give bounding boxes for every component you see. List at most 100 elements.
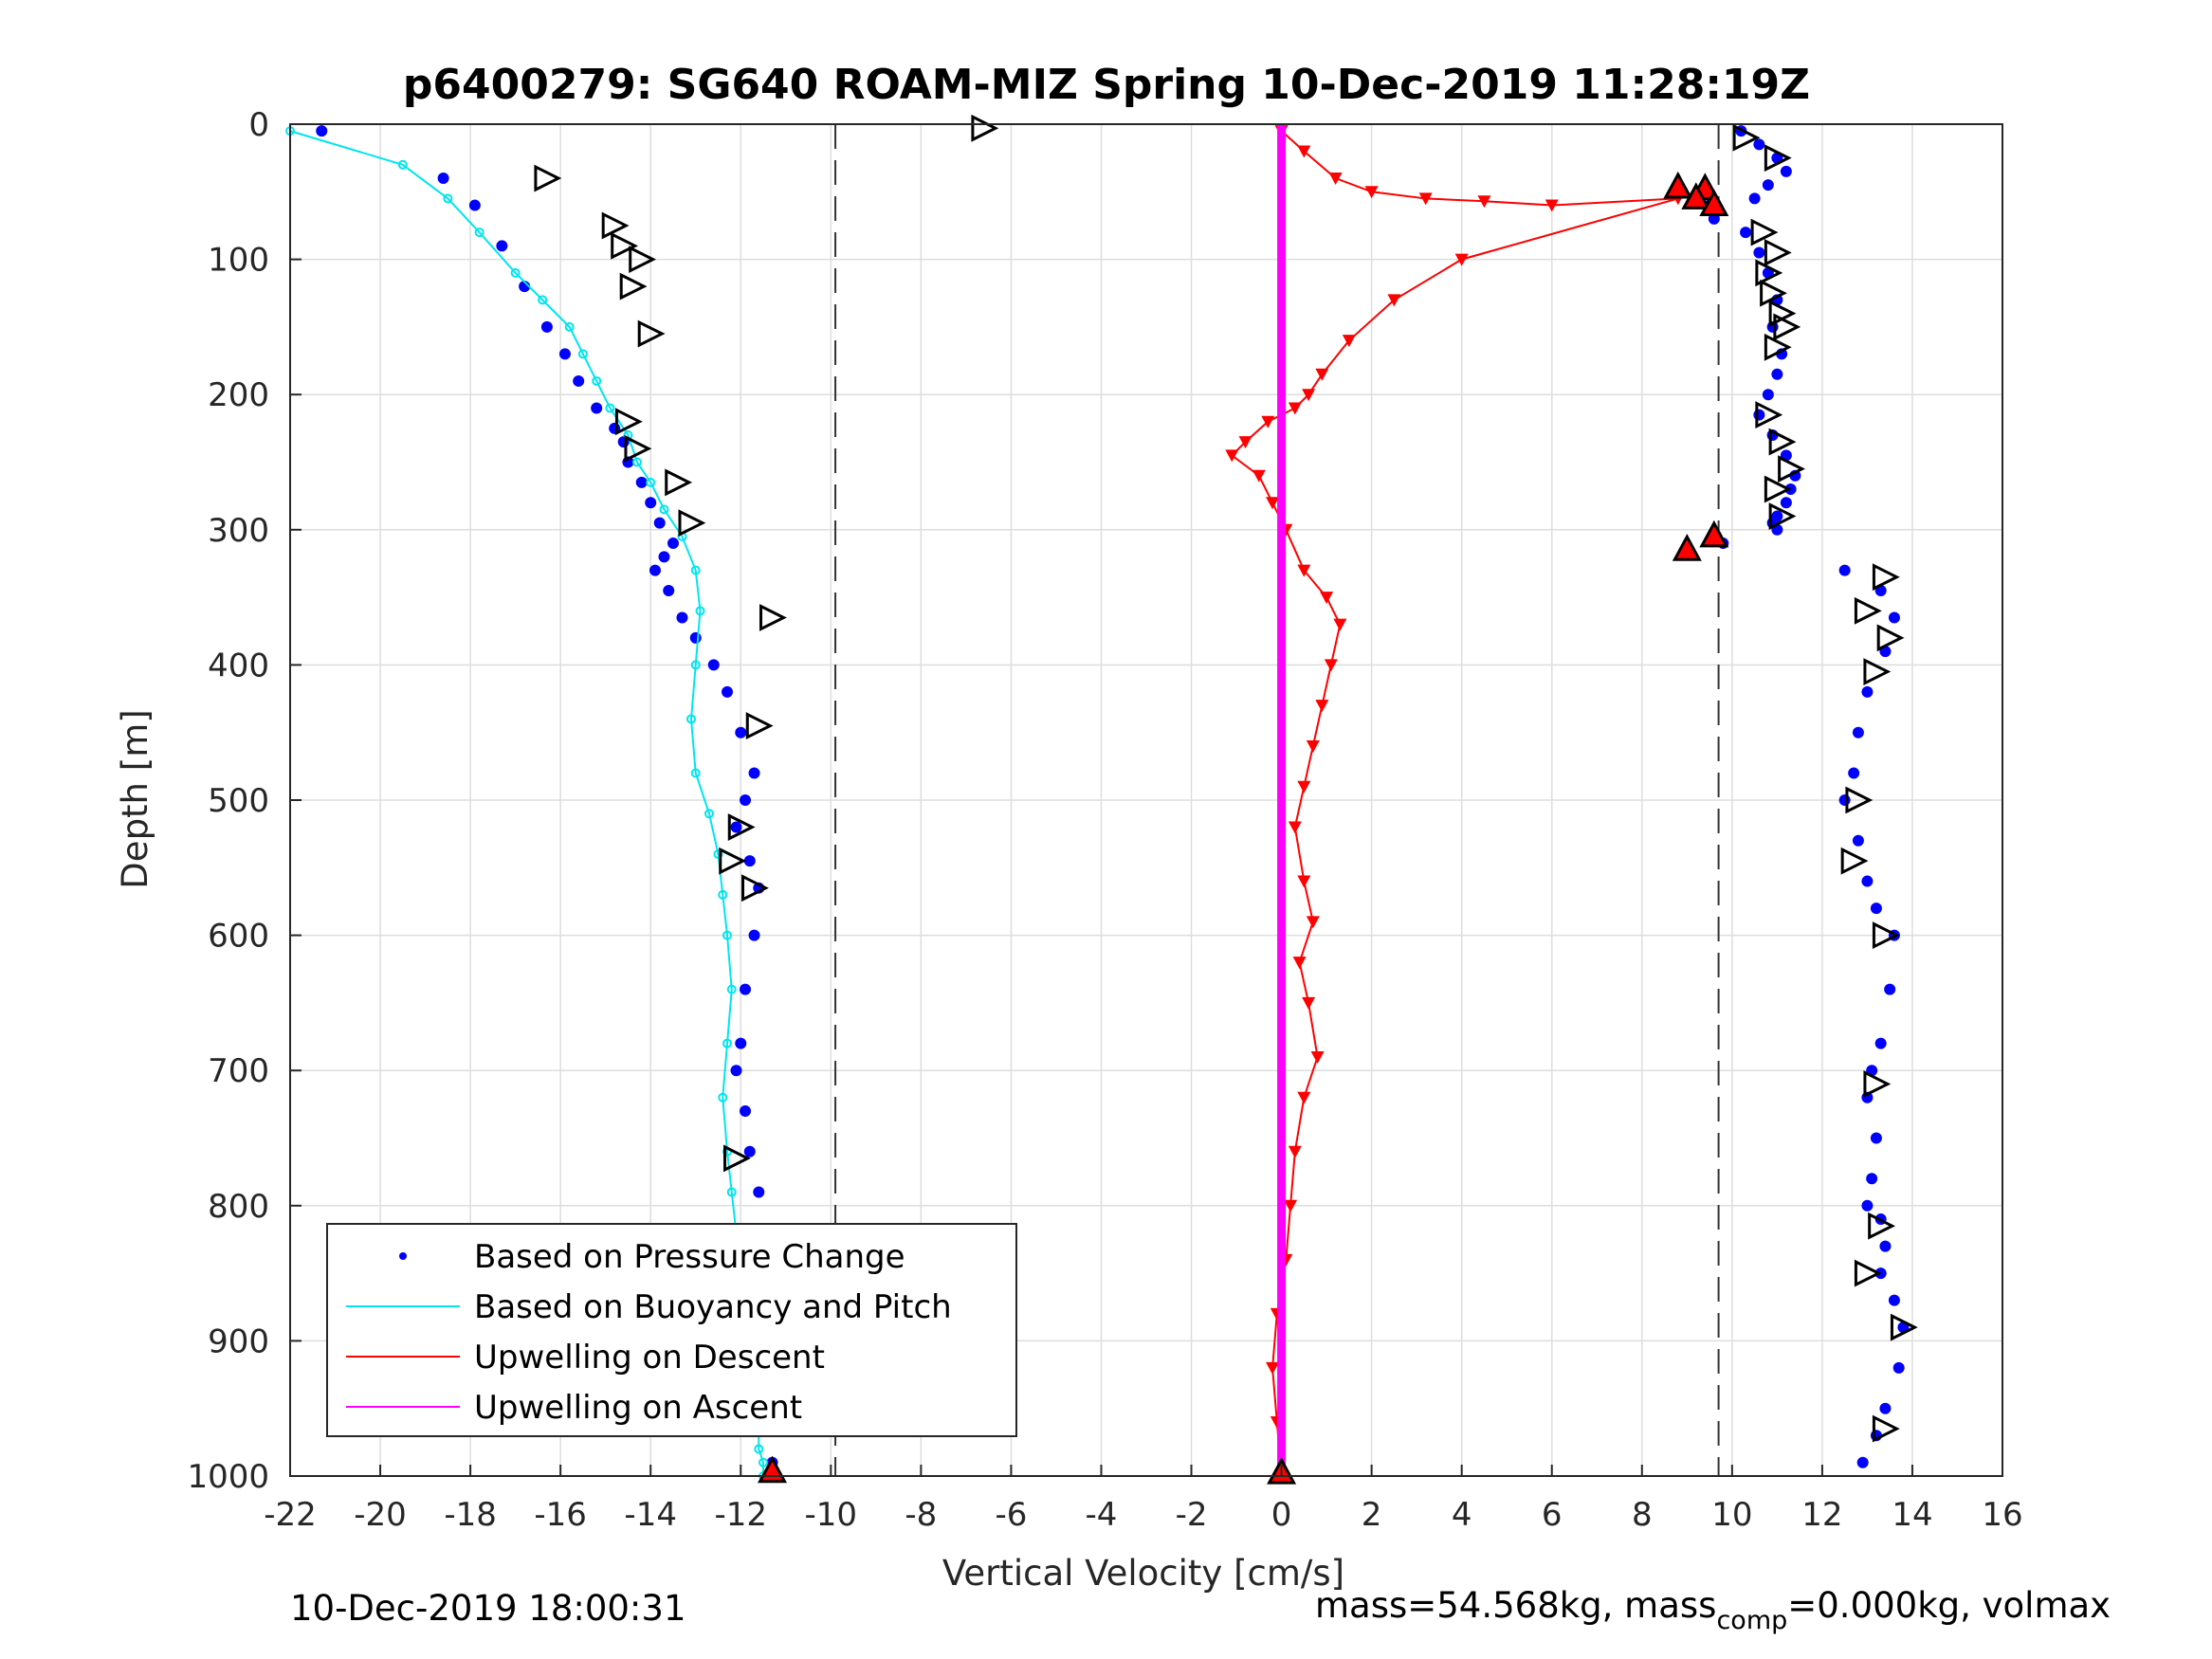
triangle-marker [1872,1414,1900,1443]
triangle-marker [1876,624,1905,652]
data-point [1866,1173,1878,1185]
data-point [754,1444,764,1454]
data-point [663,584,675,596]
y-tick-label: 200 [208,376,269,414]
data-point [1888,1294,1900,1306]
data-point [759,1457,769,1468]
triangle-marker [741,874,769,902]
y-tick-label: 100 [208,242,269,280]
data-point [649,564,661,576]
data-point [1315,700,1329,713]
data-point [1306,916,1320,929]
data-point [1870,1132,1882,1144]
triangle-marker [1755,401,1783,429]
footer-mass: mass=54.568kg, masscomp=0.000kg, volmax [1315,1585,2111,1635]
data-point [1848,767,1860,779]
triangle-marker [534,164,562,192]
data-point [1302,996,1316,1010]
data-point [1762,389,1774,401]
data-point [1771,368,1783,380]
data-point [735,726,747,738]
y-ticks: 0 100 200 300 400 500 600 700 800 900 1000 [187,106,302,1496]
triangle-marker [1764,475,1792,503]
x-tick-label: -16 [534,1496,587,1534]
triangle-marker [1732,123,1761,152]
triangle-marker [1840,847,1869,875]
y-tick-label: 1000 [187,1458,269,1496]
data-point [726,1187,737,1197]
data-point [1780,497,1792,509]
data-point [722,685,734,698]
triangle-marker [614,408,643,436]
data-point [1753,138,1765,151]
data-point [690,660,701,670]
data-point [316,125,328,137]
legend-entry-descent: Upwelling on Descent [474,1339,825,1376]
footer-mass-tail: =0.000kg, volmax [1787,1585,2111,1626]
triangle-marker [1863,658,1892,685]
data-point [1297,564,1311,577]
data-point [1310,1050,1325,1064]
x-tick-label: -22 [264,1496,317,1534]
data-point [631,457,642,467]
data-point [1884,983,1896,995]
data-point [1418,192,1433,206]
data-point [1297,145,1311,158]
x-tick-label: -20 [354,1496,407,1534]
x-tick-label: -18 [444,1496,497,1534]
y-tick-label: 0 [248,106,269,144]
data-point [1861,1199,1874,1212]
data-point [443,193,453,204]
triangle-marker [1750,218,1779,246]
data-point [577,349,588,359]
data-point [686,714,696,724]
y-tick-label: 500 [208,782,269,820]
data-point [1454,253,1469,266]
data-point [1856,1456,1869,1468]
x-tick-label: 10 [1711,1496,1752,1534]
data-point [1297,1091,1311,1104]
data-point [748,767,760,779]
x-tick-label: -8 [905,1496,937,1534]
red-triangle-marker [1663,171,1693,199]
triangle-marker [1854,1259,1882,1287]
data-point [748,929,760,941]
data-point [468,199,481,211]
x-tick-label: 16 [1982,1496,2022,1534]
data-point [735,1037,747,1049]
triangle-marker [629,246,657,274]
data-point [1306,739,1320,753]
data-point [635,476,648,488]
data-point [1302,389,1316,402]
triangle-marker [971,114,999,142]
data-point [437,173,449,185]
legend-marker-pressure [399,1252,407,1260]
x-tick-label: 4 [1452,1496,1472,1534]
triangle-marker [1863,1070,1892,1098]
triangle-marker [745,712,774,739]
x-ticks: -22 -20 -18 -16 -14 -12 -10 -8 -6 -4 -2 0 2 4 6 8 10 12 14… [264,1465,2023,1534]
data-point [1266,497,1280,510]
data-point [1288,402,1302,415]
data-point [605,403,615,413]
y-tick-label: 900 [208,1322,269,1360]
data-point [1288,821,1302,834]
x-tick-label: 2 [1362,1496,1382,1534]
data-point [1477,195,1491,209]
data-point [718,1092,728,1103]
data-point [690,565,701,575]
data-point [653,517,666,529]
data-point [730,821,742,833]
x-tick-label: -4 [1086,1496,1118,1534]
footer-mass-text: mass=54.568kg, mass [1315,1585,1717,1626]
data-point [704,809,714,819]
data-point [707,659,720,671]
triangle-marker [678,509,706,538]
data-point [645,497,657,509]
triangle-marker [601,211,630,240]
x-tick-label: 6 [1542,1496,1563,1534]
triangle-marker [1764,239,1792,266]
data-point [753,1186,765,1198]
data-point [1852,726,1864,738]
